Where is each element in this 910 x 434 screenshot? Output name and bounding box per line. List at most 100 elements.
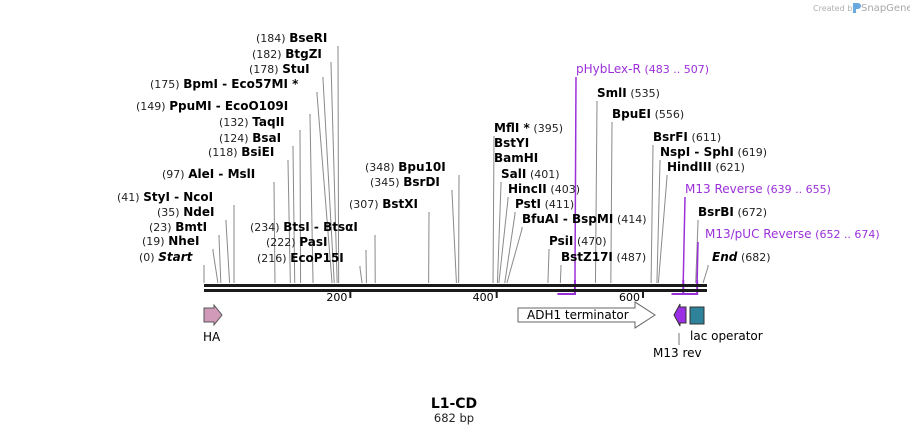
feature-ha[interactable]: HA <box>203 303 223 344</box>
cut-site[interactable]: (178) StuI <box>249 62 310 76</box>
cut-site-label[interactable]: (345) BsrDI <box>370 175 440 189</box>
enzyme-name[interactable]: BfuAI - BspMI <box>522 212 613 226</box>
cut-site-label[interactable]: (184) BseRI <box>256 31 327 45</box>
cut-site-label[interactable]: BstYI <box>494 136 529 150</box>
cut-site[interactable]: BamHI <box>494 151 538 165</box>
cut-site-label[interactable]: (234) BtsI - BtsαI <box>250 220 358 234</box>
enzyme-name[interactable]: MflI * <box>494 121 530 135</box>
cut-site[interactable]: (149) PpuMI - EcoO109I <box>136 99 288 113</box>
enzyme-name[interactable]: EcoP15I <box>290 251 344 265</box>
cut-site[interactable]: (307) BstXI <box>349 197 418 211</box>
cut-site-label[interactable]: (175) BpmI - Eco57MI * <box>150 77 299 91</box>
cut-site[interactable]: PsiI (470) <box>549 234 607 248</box>
enzyme-name[interactable]: StyI - NcoI <box>143 190 213 204</box>
cut-site-label[interactable]: (35) NdeI <box>157 205 215 219</box>
cut-site[interactable]: End (682) <box>712 250 771 264</box>
enzyme-name[interactable]: PpuMI - EcoO109I <box>169 99 288 113</box>
cut-site-label[interactable]: (348) Bpu10I <box>365 160 446 174</box>
cut-site[interactable]: (222) PasI <box>266 235 327 249</box>
cut-site-label[interactable]: (182) BtgZI <box>252 47 322 61</box>
cut-site-label[interactable]: (118) BsiEI <box>208 145 274 159</box>
enzyme-name[interactable]: BstYI <box>494 136 529 150</box>
forward-arrow-icon[interactable] <box>203 303 223 327</box>
cut-site[interactable]: SalI (401) <box>501 167 560 181</box>
cut-site-label[interactable]: (124) BsaI <box>219 131 281 145</box>
reverse-arrow-icon[interactable] <box>673 303 687 327</box>
enzyme-name[interactable]: BpuEI <box>612 107 651 121</box>
cut-site[interactable]: (345) BsrDI <box>370 175 440 189</box>
cut-site-label[interactable]: (222) PasI <box>266 235 327 249</box>
cut-site-label[interactable]: (19) NheI <box>142 234 199 248</box>
cut-site-label[interactable]: (132) TaqII <box>219 115 285 129</box>
cut-site-label[interactable]: (41) StyI - NcoI <box>117 190 213 204</box>
cut-site[interactable]: HindIII (621) <box>667 160 745 174</box>
cut-site[interactable]: NspI - SphI (619) <box>660 145 767 159</box>
enzyme-name[interactable]: BstZ17I <box>561 250 613 264</box>
cut-site[interactable]: BstYI <box>494 136 529 150</box>
cut-site-label[interactable]: MflI * (395) <box>494 121 563 135</box>
cut-site-label[interactable]: BstZ17I (487) <box>561 250 646 264</box>
enzyme-name[interactable]: NdeI <box>183 205 214 219</box>
cut-site[interactable]: SmlI (535) <box>597 86 660 100</box>
cut-site[interactable]: (348) Bpu10I <box>365 160 446 174</box>
enzyme-name[interactable]: BsrDI <box>403 175 440 189</box>
enzyme-name[interactable]: BsaI <box>252 131 281 145</box>
cut-site-label[interactable]: (307) BstXI <box>349 197 418 211</box>
cut-site-label[interactable]: HindIII (621) <box>667 160 745 174</box>
enzyme-name[interactable]: Bpu10I <box>398 160 445 174</box>
enzyme-name[interactable]: BmtI <box>175 220 207 234</box>
cut-site-label[interactable]: (178) StuI <box>249 62 310 76</box>
cut-site[interactable]: BfuAI - BspMI (414) <box>522 212 647 226</box>
cut-site[interactable]: BsrFI (611) <box>653 130 721 144</box>
enzyme-name[interactable]: BtgZI <box>285 47 322 61</box>
primer-label[interactable]: M13/pUC Reverse (652 .. 674) <box>705 227 880 241</box>
cut-site[interactable]: (124) BsaI <box>219 131 281 145</box>
enzyme-name[interactable]: BsrFI <box>653 130 688 144</box>
feature-m13-rev[interactable]: M13 rev <box>653 303 702 360</box>
cut-site[interactable]: PstI (411) <box>515 197 574 211</box>
cut-site[interactable]: (97) AleI - MslI <box>162 167 255 181</box>
enzyme-name[interactable]: BsrBI <box>698 205 734 219</box>
enzyme-name[interactable]: NheI <box>168 234 199 248</box>
enzyme-name[interactable]: BamHI <box>494 151 538 165</box>
cut-site[interactable]: (182) BtgZI <box>252 47 322 61</box>
primer-name[interactable]: M13 Reverse <box>685 182 763 196</box>
cut-site[interactable]: MflI * (395) <box>494 121 563 135</box>
enzyme-name[interactable]: SalI <box>501 167 526 181</box>
cut-site[interactable]: (19) NheI <box>142 234 199 248</box>
cut-site-label[interactable]: NspI - SphI (619) <box>660 145 767 159</box>
enzyme-name[interactable]: Start <box>158 250 193 264</box>
cut-site-label[interactable]: BfuAI - BspMI (414) <box>522 212 647 226</box>
cut-site-label[interactable]: End (682) <box>712 250 771 264</box>
enzyme-name[interactable]: End <box>712 250 738 264</box>
cut-site[interactable]: BstZ17I (487) <box>561 250 646 264</box>
primer-name[interactable]: pHybLex-R <box>576 62 641 76</box>
cut-site-label[interactable]: SmlI (535) <box>597 86 660 100</box>
cut-site-label[interactable]: PsiI (470) <box>549 234 607 248</box>
enzyme-name[interactable]: HindIII <box>667 160 712 174</box>
cut-site-label[interactable]: BamHI <box>494 151 538 165</box>
primer-label[interactable]: M13 Reverse (639 .. 655) <box>685 182 831 196</box>
cut-site[interactable]: HincII (403) <box>508 182 580 196</box>
cut-site[interactable]: (41) StyI - NcoI <box>117 190 213 204</box>
cut-site[interactable]: (175) BpmI - Eco57MI * <box>150 77 299 91</box>
enzyme-name[interactable]: HincII <box>508 182 547 196</box>
box-icon[interactable] <box>689 306 705 325</box>
cut-site-label[interactable]: SalI (401) <box>501 167 560 181</box>
enzyme-name[interactable]: SmlI <box>597 86 627 100</box>
enzyme-name[interactable]: AleI - MslI <box>188 167 255 181</box>
cut-site-label[interactable]: BpuEI (556) <box>612 107 684 121</box>
cut-site-label[interactable]: BsrFI (611) <box>653 130 721 144</box>
cut-site[interactable]: (216) EcoP15I <box>257 251 344 265</box>
cut-site-label[interactable]: (23) BmtI <box>149 220 207 234</box>
enzyme-name[interactable]: BpmI - Eco57MI * <box>183 77 299 91</box>
enzyme-name[interactable]: BsiEI <box>241 145 274 159</box>
enzyme-name[interactable]: PasI <box>299 235 327 249</box>
cut-site[interactable]: (35) NdeI <box>157 205 215 219</box>
enzyme-name[interactable]: BseRI <box>289 31 327 45</box>
cut-site-label[interactable]: PstI (411) <box>515 197 574 211</box>
cut-site[interactable]: (118) BsiEI <box>208 145 274 159</box>
primer-name[interactable]: M13/pUC Reverse <box>705 227 812 241</box>
forward-arrow-icon[interactable] <box>517 301 656 329</box>
cut-site[interactable]: (0) Start <box>139 250 194 264</box>
